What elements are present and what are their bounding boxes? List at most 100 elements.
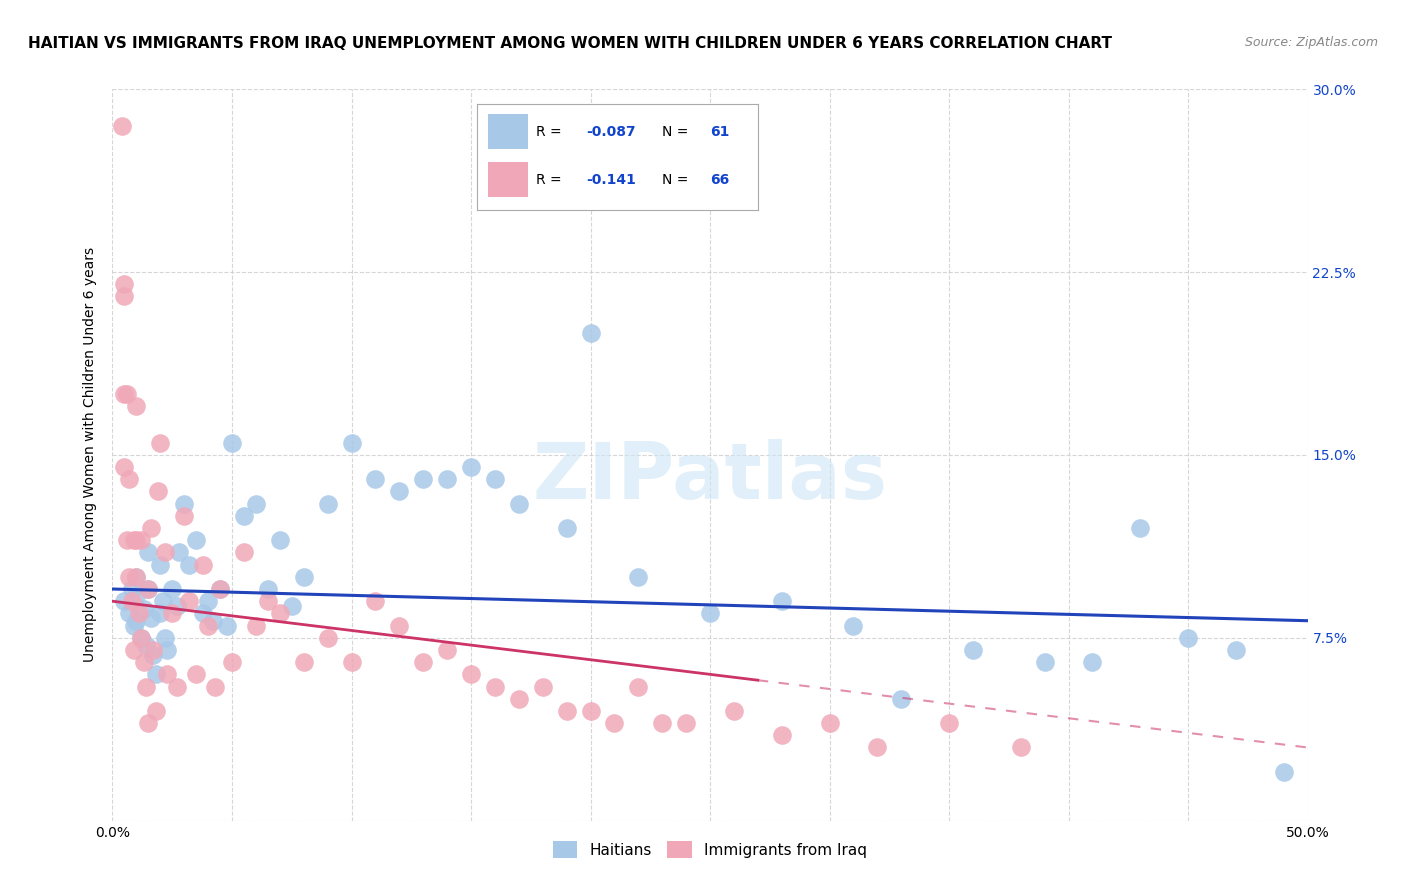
Point — [364, 594, 387, 608]
Point — [162, 607, 183, 621]
Point — [699, 607, 721, 621]
Point — [114, 387, 135, 401]
Point — [122, 643, 145, 657]
Point — [603, 716, 626, 731]
Point — [245, 618, 267, 632]
Point — [114, 277, 135, 292]
Point — [770, 594, 793, 608]
Point — [217, 618, 239, 632]
Point — [245, 497, 267, 511]
Point — [142, 648, 165, 662]
Point — [118, 607, 141, 621]
Point — [204, 680, 226, 694]
Point — [138, 716, 160, 731]
Point — [193, 558, 215, 572]
Point — [818, 716, 841, 731]
Point — [118, 570, 141, 584]
Point — [1129, 521, 1152, 535]
Point — [173, 497, 195, 511]
Point — [114, 460, 135, 475]
Point — [186, 533, 208, 548]
Point — [114, 594, 135, 608]
Point — [139, 521, 162, 535]
Point — [135, 680, 157, 694]
Point — [177, 594, 200, 608]
Point — [281, 599, 304, 613]
Point — [156, 667, 179, 681]
Point — [484, 472, 506, 486]
Point — [125, 614, 148, 628]
Point — [340, 435, 363, 450]
Point — [412, 655, 434, 669]
Point — [1177, 631, 1199, 645]
Point — [579, 326, 602, 340]
Point — [121, 594, 143, 608]
Point — [193, 607, 215, 621]
Point — [122, 533, 145, 548]
Point — [111, 119, 134, 133]
Point — [508, 497, 530, 511]
Point — [153, 631, 176, 645]
Point — [129, 631, 152, 645]
Point — [723, 704, 745, 718]
Point — [152, 594, 174, 608]
Point — [233, 508, 256, 523]
Point — [169, 545, 191, 559]
Point — [125, 570, 148, 584]
Point — [233, 545, 256, 559]
Point — [651, 716, 673, 731]
Point — [316, 497, 339, 511]
Point — [162, 582, 183, 596]
Point — [555, 521, 578, 535]
Point — [436, 472, 458, 486]
Point — [166, 680, 188, 694]
Point — [269, 607, 291, 621]
Point — [292, 655, 315, 669]
Point — [460, 667, 482, 681]
Point — [460, 460, 482, 475]
Point — [257, 594, 280, 608]
Point — [145, 704, 167, 718]
Point — [153, 545, 176, 559]
Point — [125, 533, 148, 548]
Point — [531, 680, 554, 694]
Point — [209, 582, 232, 596]
Point — [340, 655, 363, 669]
Point — [135, 638, 157, 652]
Point — [1272, 764, 1295, 779]
Point — [197, 618, 219, 632]
Point — [962, 643, 984, 657]
Text: Source: ZipAtlas.com: Source: ZipAtlas.com — [1244, 36, 1378, 49]
Point — [1225, 643, 1247, 657]
Y-axis label: Unemployment Among Women with Children Under 6 years: Unemployment Among Women with Children U… — [83, 247, 97, 663]
Point — [579, 704, 602, 718]
Point — [132, 601, 155, 615]
Point — [412, 472, 434, 486]
Point — [388, 484, 411, 499]
Point — [209, 582, 232, 596]
Point — [115, 387, 138, 401]
Point — [388, 618, 411, 632]
Point — [125, 570, 148, 584]
Point — [149, 435, 172, 450]
Point — [115, 533, 138, 548]
Point — [149, 607, 172, 621]
Point — [484, 680, 506, 694]
Point — [122, 618, 145, 632]
Point — [842, 618, 865, 632]
Point — [627, 570, 650, 584]
Point — [364, 472, 387, 486]
Point — [866, 740, 889, 755]
Text: ZIPatlas: ZIPatlas — [533, 439, 887, 515]
Point — [269, 533, 291, 548]
Point — [114, 289, 135, 303]
Legend: Haitians, Immigrants from Iraq: Haitians, Immigrants from Iraq — [547, 835, 873, 864]
Point — [132, 655, 155, 669]
Point — [627, 680, 650, 694]
Point — [121, 582, 143, 596]
Point — [890, 691, 912, 706]
Point — [221, 655, 243, 669]
Point — [1010, 740, 1032, 755]
Point — [166, 599, 188, 613]
Point — [125, 590, 148, 604]
